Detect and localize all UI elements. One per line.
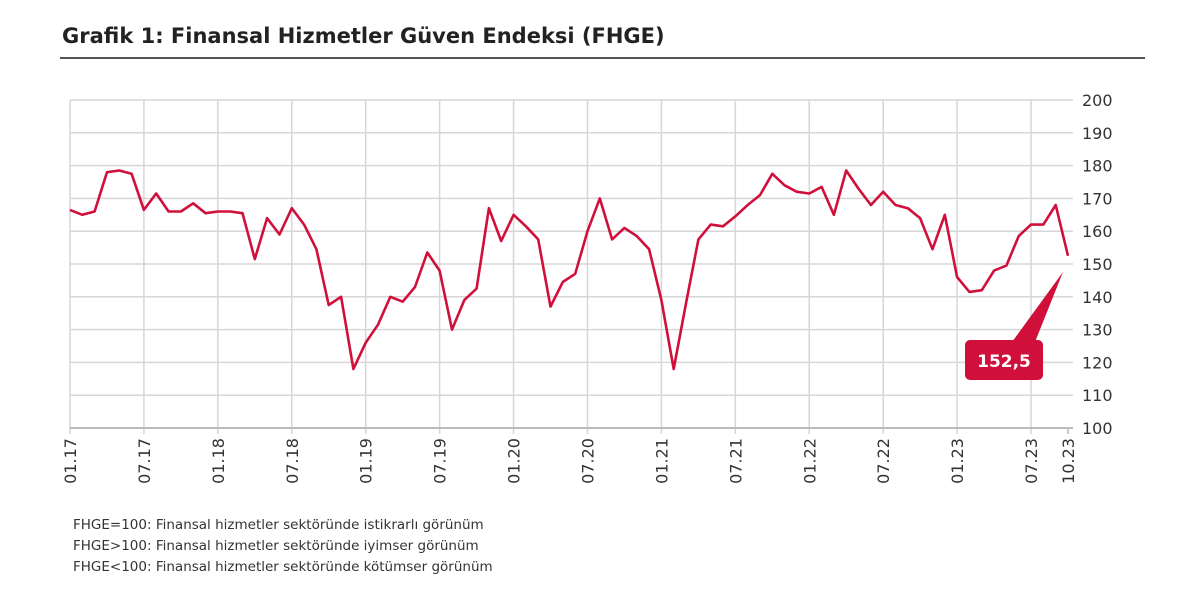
footnotes: FHGE=100: Finansal hizmetler sektöründe … — [73, 515, 493, 578]
y-tick-label: 110 — [1082, 386, 1113, 405]
y-tick-label: 160 — [1082, 222, 1113, 241]
x-tick-label: 01.20 — [505, 438, 524, 484]
line-chart: 100 110 120 130 140 150 160 170 180 190 200 01.17 07… — [61, 91, 1113, 484]
x-tick-label: 07.22 — [874, 438, 893, 484]
x-tick-label: 01.22 — [800, 438, 819, 484]
x-tick-label: 07.21 — [726, 438, 745, 484]
y-tick-label: 130 — [1082, 321, 1113, 340]
callout-box — [965, 340, 1043, 380]
x-tick-label: 07.18 — [283, 438, 302, 484]
x-tick-label: 01.18 — [209, 438, 228, 484]
footnote: FHGE>100: Finansal hizmetler sektöründe … — [73, 538, 479, 554]
title-divider — [60, 57, 1145, 59]
x-tick-label: 01.17 — [61, 438, 80, 484]
x-tick-label: 07.20 — [578, 438, 597, 484]
callout-pointer — [1012, 272, 1063, 342]
x-tick-label: 07.23 — [1022, 438, 1041, 484]
y-tick-label: 150 — [1082, 255, 1113, 274]
footnote: FHGE<100: Finansal hizmetler sektöründe … — [73, 559, 493, 575]
y-tick-label: 200 — [1082, 91, 1113, 110]
x-tick-label: 07.19 — [431, 438, 450, 484]
series-line-fhge — [69, 169, 1070, 371]
y-tick-label: 190 — [1082, 124, 1113, 143]
y-tick-label: 180 — [1082, 157, 1113, 176]
footnote: FHGE=100: Finansal hizmetler sektöründe … — [73, 517, 484, 533]
callout-value: 152,5 — [977, 352, 1031, 372]
x-tick-label: 07.17 — [135, 438, 154, 484]
x-tick-label: 10.23 — [1059, 438, 1078, 484]
chart-title: Grafik 1: Finansal Hizmetler Güven Endek… — [62, 24, 665, 48]
y-tick-label: 170 — [1082, 189, 1113, 208]
y-tick-label: 120 — [1082, 353, 1113, 372]
x-tick-label: 01.23 — [948, 438, 967, 484]
y-tick-label: 140 — [1082, 288, 1113, 307]
x-tick-label: 01.21 — [652, 438, 671, 484]
y-tick-label: 100 — [1082, 419, 1113, 438]
x-tick-label: 01.19 — [357, 438, 376, 484]
